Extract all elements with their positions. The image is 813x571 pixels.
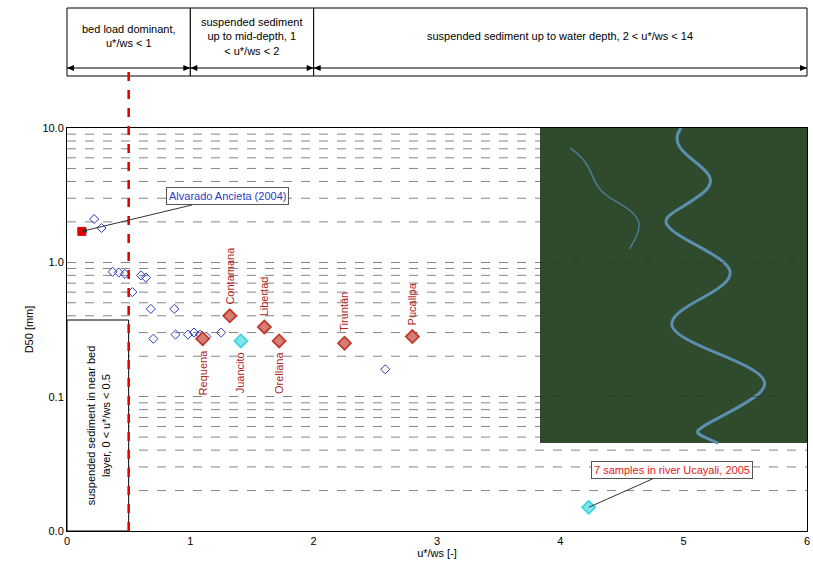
svg-text:1: 1 — [187, 535, 193, 547]
svg-text:1.0: 1.0 — [49, 256, 64, 268]
svg-text:bed load dominant,u*/ws < 1: bed load dominant,u*/ws < 1 — [82, 23, 176, 49]
svg-text:Juancito: Juancito — [234, 352, 246, 393]
svg-text:Contamana: Contamana — [224, 247, 236, 305]
svg-text:2: 2 — [311, 535, 317, 547]
svg-text:Tiruntán: Tiruntán — [338, 292, 350, 332]
svg-text:0.1: 0.1 — [49, 391, 64, 403]
svg-text:3: 3 — [434, 535, 440, 547]
svg-text:0: 0 — [64, 535, 70, 547]
svg-text:Requena: Requena — [197, 350, 209, 396]
svg-text:0.0: 0.0 — [49, 525, 64, 537]
svg-text:u*/ws [-]: u*/ws [-] — [417, 547, 457, 559]
svg-text:4: 4 — [557, 535, 563, 547]
svg-text:suspended sedimentup to mid-de: suspended sedimentup to mid-depth, 1< u*… — [201, 16, 303, 57]
svg-text:suspended sediment up to water: suspended sediment up to water depth, 2 … — [427, 30, 693, 42]
svg-text:7 samples in river Ucayali, 20: 7 samples in river Ucayali, 2005 — [594, 464, 750, 476]
svg-text:Libertad: Libertad — [258, 277, 270, 317]
svg-text:10.0: 10.0 — [42, 122, 63, 134]
svg-text:Alvarado Ancieta (2004): Alvarado Ancieta (2004) — [169, 190, 286, 202]
svg-text:6: 6 — [804, 535, 810, 547]
svg-text:suspended sediment in near bed: suspended sediment in near bedlayer, 0 <… — [85, 346, 111, 506]
svg-text:D50 [mm]: D50 [mm] — [23, 306, 35, 354]
svg-text:Orellana: Orellana — [273, 352, 285, 394]
svg-text:5: 5 — [681, 535, 687, 547]
svg-text:Pucallpa: Pucallpa — [406, 282, 418, 325]
